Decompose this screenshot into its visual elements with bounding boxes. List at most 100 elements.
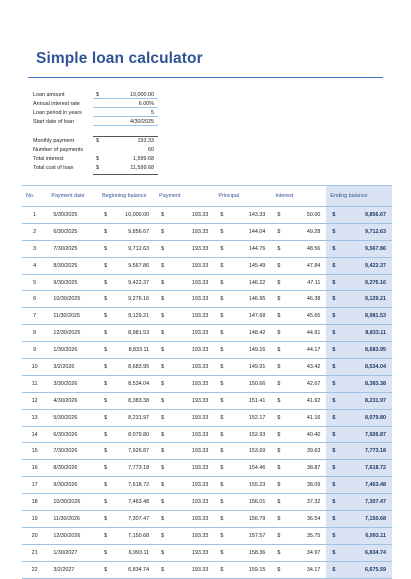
- currency-symbol: $: [326, 527, 337, 545]
- input-row: Start date of loan 4/30/2025: [33, 118, 158, 126]
- cell-principal: 146.22: [224, 274, 272, 292]
- currency-symbol: $: [271, 324, 282, 343]
- header-interest[interactable]: Interest: [271, 185, 327, 207]
- currency-symbol: $: [326, 510, 337, 528]
- cell-principal: 143.33: [224, 206, 272, 224]
- cell-no: 18: [22, 493, 48, 512]
- currency-symbol: $: [271, 274, 282, 292]
- cell-payment: 193.33: [165, 206, 215, 224]
- cell-no: 6: [22, 290, 48, 309]
- cell-principal: 155.23: [224, 476, 272, 495]
- inputs-value[interactable]: 4/30/2025: [130, 119, 154, 125]
- cell-beginning-balance: 9,276.16: [108, 290, 156, 309]
- cell-beginning-balance: 8,231.97: [108, 409, 156, 427]
- cell-interest: 40.40: [281, 426, 327, 444]
- cell-beginning-balance: 9,422.37: [108, 274, 156, 292]
- cell-payment: 193.33: [165, 561, 215, 579]
- cell-ending-balance: 8,079.80: [336, 409, 392, 427]
- header-no[interactable]: No.: [22, 185, 48, 207]
- input-cell-border: [93, 109, 158, 117]
- table-row: 4 8/30/2025 $9,567.86 $193.33 $145.49 $47.84 $…: [22, 257, 392, 275]
- cell-payment: 193.33: [165, 257, 215, 275]
- cell-interest: 44.91: [281, 324, 327, 343]
- inputs-value[interactable]: 10,000.00: [130, 92, 154, 98]
- currency-symbol: $: [155, 307, 166, 326]
- currency-symbol: $: [271, 240, 282, 258]
- inputs-value[interactable]: 6.00%: [138, 101, 154, 107]
- currency-symbol: $: [98, 358, 109, 376]
- cell-no: 16: [22, 459, 48, 478]
- cell-beginning-balance: 7,150.68: [108, 527, 156, 545]
- cell-no: 21: [22, 544, 48, 562]
- cell-payment-date: 1/30/2026: [47, 341, 99, 360]
- currency-symbol: $: [214, 257, 225, 275]
- currency-symbol: $: [326, 561, 337, 579]
- cell-interest: 41.16: [281, 409, 327, 427]
- cell-ending-balance: 9,712.63: [336, 223, 392, 241]
- cell-ending-balance: 6,834.74: [336, 544, 392, 562]
- header-payment-date[interactable]: Payment date: [47, 185, 99, 207]
- currency-symbol: $: [155, 223, 166, 241]
- currency-symbol: $: [271, 544, 282, 562]
- cell-no: 3: [22, 240, 48, 258]
- cell-payment: 193.33: [165, 223, 215, 241]
- cell-no: 14: [22, 426, 48, 444]
- currency-symbol: $: [214, 307, 225, 326]
- currency-symbol: $: [98, 307, 109, 326]
- currency-symbol: $: [214, 358, 225, 376]
- currency-symbol: $: [155, 290, 166, 309]
- inputs-value[interactable]: 5: [151, 110, 154, 116]
- currency-symbol: $: [98, 493, 109, 512]
- cell-payment-date: 8/30/2025: [47, 257, 99, 275]
- cell-no: 12: [22, 392, 48, 410]
- header-ending-balance[interactable]: Ending balance: [326, 185, 392, 207]
- currency-symbol: $: [155, 442, 166, 461]
- header-beginning-balance[interactable]: Beginning balance: [98, 185, 156, 207]
- cell-no: 1: [22, 206, 48, 224]
- currency-symbol: $: [155, 426, 166, 444]
- currency-symbol: $: [214, 544, 225, 562]
- cell-payment: 193.33: [165, 358, 215, 376]
- cell-no: 22: [22, 561, 48, 579]
- currency-symbol: $: [155, 409, 166, 427]
- table-row: 14 6/30/2026 $8,079.80 $193.33 $152.93 $40.40…: [22, 426, 392, 444]
- cell-payment-date: 10/30/2025: [47, 290, 99, 309]
- currency-symbol: $: [326, 307, 337, 326]
- currency-symbol: $: [98, 392, 109, 410]
- cell-beginning-balance: 8,981.53: [108, 324, 156, 343]
- table-row: 5 9/30/2025 $9,422.37 $193.33 $146.22 $47.11 $…: [22, 274, 392, 292]
- summary-row: Total cost of loan $11,599.68: [33, 164, 158, 172]
- cell-interest: 50.00: [281, 206, 327, 224]
- cell-payment: 193.33: [165, 459, 215, 478]
- table-row: 13 5/30/2026 $8,231.97 $193.33 $152.17 $41.16…: [22, 409, 392, 427]
- input-row: Annual interest rate 6.00%: [33, 100, 158, 108]
- currency-symbol: $: [155, 257, 166, 275]
- currency-symbol: $: [214, 510, 225, 528]
- currency-symbol: $: [326, 358, 337, 376]
- cell-ending-balance: 7,773.18: [336, 442, 392, 461]
- header-payment[interactable]: Payment: [155, 185, 215, 207]
- summary-label: Total cost of loan: [33, 165, 74, 171]
- cell-payment-date: 11/30/2025: [47, 307, 99, 326]
- header-principal[interactable]: Principal: [214, 185, 272, 207]
- currency-symbol: $: [98, 561, 109, 579]
- currency-symbol: $: [155, 476, 166, 495]
- cell-no: 7: [22, 307, 48, 326]
- currency-symbol: $: [326, 274, 337, 292]
- cell-principal: 146.95: [224, 290, 272, 309]
- cell-payment: 193.33: [165, 274, 215, 292]
- currency-symbol: $: [271, 341, 282, 360]
- currency-symbol: $: [98, 240, 109, 258]
- currency-symbol: $: [214, 527, 225, 545]
- cell-ending-balance: 7,463.48: [336, 476, 392, 495]
- cell-interest: 46.38: [281, 290, 327, 309]
- currency-symbol: $: [214, 324, 225, 343]
- currency-symbol: $: [271, 561, 282, 579]
- currency-symbol: $: [155, 527, 166, 545]
- cell-payment-date: 12/30/2025: [47, 324, 99, 343]
- cell-payment: 193.33: [165, 442, 215, 461]
- currency-symbol: $: [98, 527, 109, 545]
- table-row: 18 10/30/2026 $7,463.48 $193.33 $156.01 $37.3…: [22, 493, 392, 512]
- cell-interest: 47.11: [281, 274, 327, 292]
- summary-value: 60: [148, 147, 154, 153]
